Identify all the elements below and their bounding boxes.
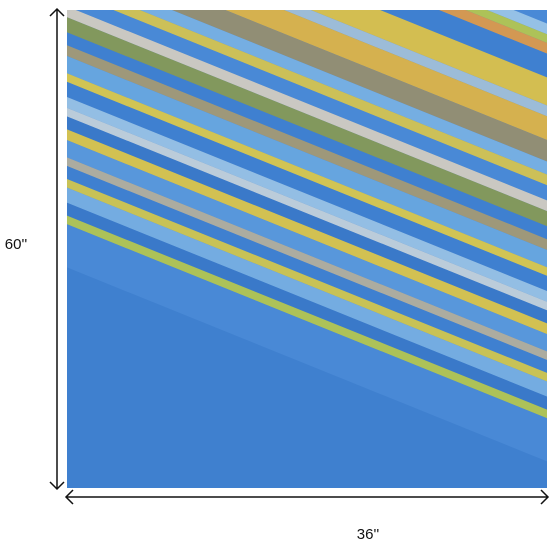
rug-stripe <box>67 10 547 324</box>
rug-stripe <box>0 0 550 452</box>
arrow-head <box>64 489 74 505</box>
height-label: 60'' <box>5 236 28 253</box>
arrow-head <box>49 481 65 491</box>
rug-stripe <box>67 44 547 488</box>
rug-stripe <box>67 11 547 476</box>
rug-stripe <box>0 0 550 346</box>
rug-stripe <box>67 10 547 333</box>
rug-stripe <box>67 10 547 411</box>
rug-stripe <box>67 10 547 389</box>
rug-stripe <box>0 0 550 379</box>
rug-stripe <box>67 10 547 404</box>
rug-stripe <box>67 10 547 356</box>
rug-stripe <box>67 10 547 274</box>
rug-stripe <box>67 52 547 488</box>
rug-stripe <box>67 10 547 313</box>
rug-stripe <box>67 65 547 488</box>
width-label: 36'' <box>357 526 380 543</box>
rug-stripe <box>67 10 547 295</box>
rug-stripe <box>67 10 547 265</box>
rug-stripe <box>67 10 547 434</box>
rug-stripe <box>0 0 550 424</box>
rug-stripe <box>67 26 547 484</box>
arrow-head <box>540 489 550 505</box>
rug-stripe <box>67 83 547 488</box>
rug-stripe <box>67 76 547 488</box>
rug-stripe <box>67 10 547 369</box>
rug-stripe <box>67 10 547 441</box>
rug-stripe <box>67 10 547 461</box>
arrow-head <box>49 7 65 17</box>
rug-stripe <box>67 33 547 488</box>
